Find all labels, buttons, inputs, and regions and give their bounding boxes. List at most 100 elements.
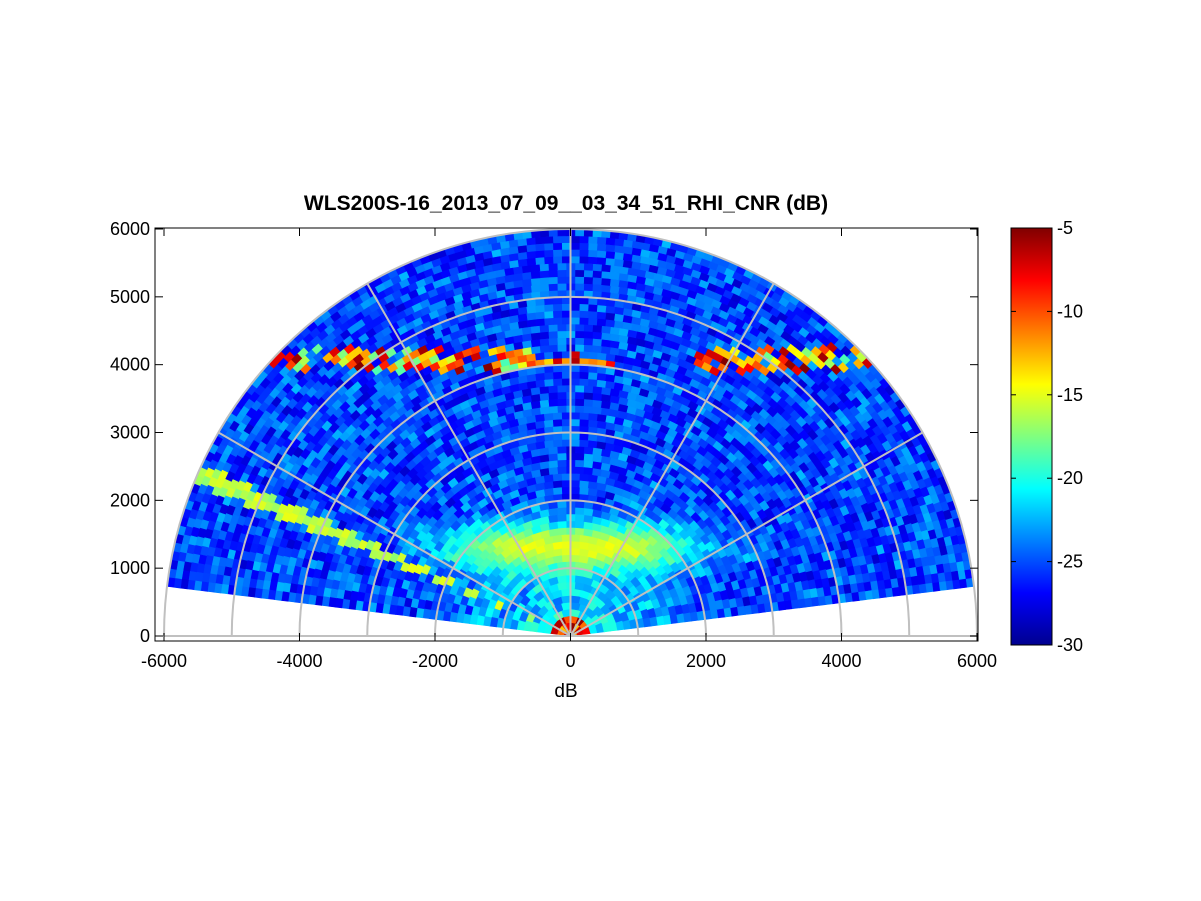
scan-cell [538, 331, 550, 340]
scan-cell [574, 459, 585, 468]
scan-cell [539, 399, 550, 408]
scan-cell [539, 338, 550, 347]
scan-cell [583, 323, 594, 332]
scan-cell [547, 466, 559, 475]
scan-cell [547, 446, 558, 455]
scan-cell [561, 316, 571, 325]
scan-cell [561, 547, 571, 556]
scan-cell [561, 371, 571, 379]
polar-grid [163, 228, 978, 637]
scan-cell [530, 270, 541, 279]
scan-cell [582, 466, 594, 475]
scan-cell [591, 392, 603, 401]
scan-cell [547, 344, 558, 353]
scan-cell [605, 243, 616, 253]
scan-cell [574, 445, 585, 454]
scan-cell [587, 419, 598, 428]
scan-cell [570, 371, 580, 379]
scan-cell [543, 419, 554, 428]
scan-cell [578, 235, 589, 244]
scan-cell [543, 303, 554, 312]
scan-cell [556, 452, 567, 461]
scan-cell [534, 317, 545, 327]
scan-cell [583, 344, 594, 353]
azimuth-spoke [366, 283, 572, 637]
scan-cell [539, 344, 550, 354]
x-tick-label: 6000 [957, 651, 997, 671]
scan-cell [547, 323, 558, 332]
scan-cell [530, 345, 541, 355]
scan-cell [561, 235, 571, 244]
x-axis-label: dB [554, 681, 577, 702]
scan-cell [552, 303, 563, 312]
scan-cell [547, 262, 558, 271]
scan-cell [574, 520, 585, 529]
scan-cell [570, 472, 580, 481]
scan-cell [547, 269, 558, 278]
scan-cell [530, 338, 541, 348]
scan-cell [591, 338, 602, 347]
scan-cell [561, 479, 571, 488]
scan-cell [543, 351, 554, 360]
scan-cell [578, 479, 589, 489]
scan-cell [534, 304, 545, 313]
scan-cell [570, 438, 580, 447]
scan-cell [543, 249, 554, 258]
scan-cell [574, 513, 585, 522]
x-tick-label: -2000 [412, 651, 458, 671]
scan-cell [570, 303, 580, 311]
scan-cell [578, 242, 589, 251]
scan-cell [556, 459, 567, 468]
scan-cell [556, 330, 567, 339]
scan-cell [587, 303, 598, 312]
scan-cell [534, 236, 545, 245]
scan-cell [530, 263, 541, 273]
scan-cell [570, 310, 580, 318]
scan-cell [561, 249, 571, 257]
scan-cell [587, 412, 598, 421]
scan-cell [578, 411, 589, 420]
scan-cell [552, 255, 563, 264]
scan-cell [561, 255, 571, 264]
scan-cell [547, 337, 558, 346]
scan-cell [556, 398, 567, 407]
scan-cell [574, 269, 585, 278]
azimuth-spoke [569, 283, 775, 637]
colorbar-tick-label: -5 [1057, 218, 1073, 238]
scan-cell [583, 398, 594, 407]
scan-cell [583, 452, 594, 462]
scan-cell [552, 371, 563, 380]
scan-cell [543, 439, 554, 449]
scan-cell [570, 249, 580, 257]
scan-cell [556, 513, 567, 522]
azimuth-spoke [569, 431, 924, 637]
scan-cell [578, 418, 589, 427]
scan-cell [561, 472, 571, 481]
scan-cell [525, 243, 536, 253]
scan-cell [583, 269, 594, 278]
scan-cell [583, 385, 594, 394]
scan-cell [534, 256, 545, 265]
scan-cell [556, 405, 567, 413]
scan-cell [547, 405, 558, 414]
colorbar-tick-label: -25 [1057, 552, 1083, 572]
scan-cell [543, 256, 554, 265]
scan-cell [578, 303, 589, 312]
y-tick-label: 1000 [110, 558, 150, 578]
scan-cell [574, 323, 585, 332]
colorbar-tick-label: -30 [1057, 635, 1083, 655]
scan-cell [534, 249, 545, 259]
scan-cell [543, 378, 554, 387]
scan-cell [587, 310, 598, 319]
scan-cell [596, 352, 607, 361]
scan-cell [556, 262, 567, 271]
scan-cell [530, 277, 541, 286]
scan-cell [583, 330, 594, 339]
scan-cell [552, 418, 563, 427]
scan-cell [547, 452, 558, 462]
scan-cell [561, 242, 571, 250]
scan-cell [556, 445, 567, 454]
scan-cell [578, 371, 589, 380]
scan-cells [166, 228, 975, 637]
